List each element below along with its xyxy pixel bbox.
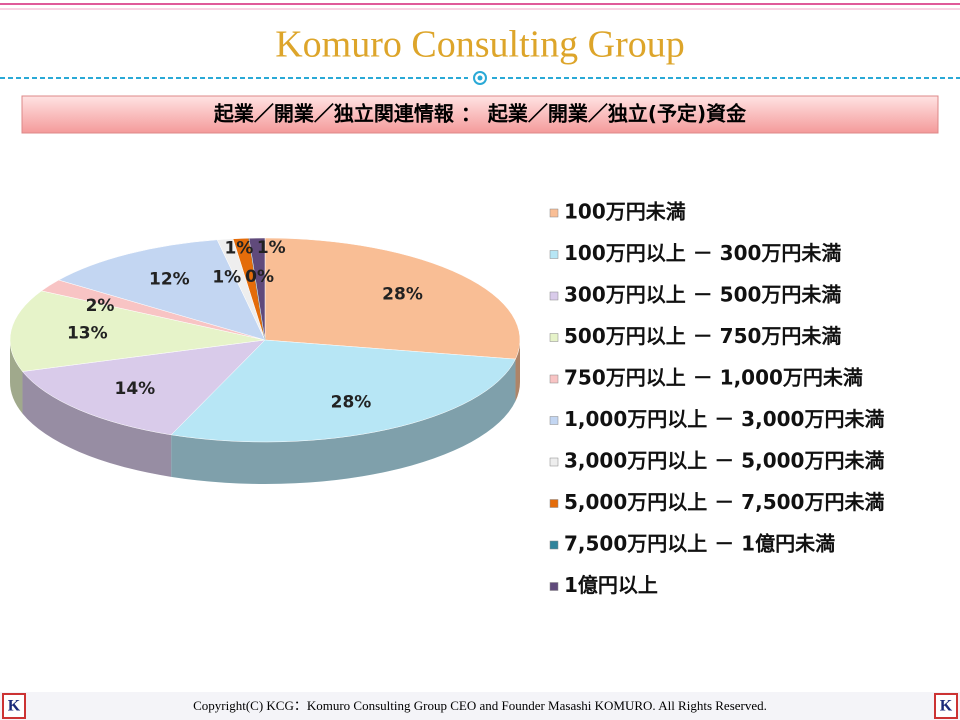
logo-letter: K (940, 698, 953, 715)
legend-swatch (549, 374, 559, 384)
divider-dot (477, 75, 483, 81)
data-label: 14% (115, 379, 156, 399)
logo (934, 693, 958, 719)
data-label: 12% (149, 270, 190, 290)
legend-swatch (549, 540, 559, 550)
pie-side (22, 371, 172, 477)
banner-text: 起業／開業／独立関連情報 ： 起業／開業／独立(予定)資金 (213, 102, 747, 126)
legend-label: 300万円以上 － 500万円未満 (564, 283, 841, 307)
pie-side (171, 359, 516, 485)
data-label: 28% (382, 284, 423, 304)
pie-slice (9, 290, 266, 372)
legend-swatch (549, 333, 559, 342)
pie-slice (248, 237, 266, 341)
pie-side-shade (22, 371, 172, 477)
copyright: Copyright(C) KCG：Komuro Consulting Group… (193, 698, 767, 713)
footer (0, 692, 960, 720)
page-title: Komuro Consulting Group (275, 24, 685, 66)
logo-letter: K (8, 698, 21, 715)
legend-swatch (549, 291, 559, 301)
legend-swatch (549, 582, 559, 591)
pie-slice (170, 339, 516, 443)
pie-side-shade (10, 340, 23, 414)
legend-label: 5,000万円以上 － 7,500万円未満 (564, 490, 884, 514)
pie-side-shade (171, 359, 516, 485)
pie-slice (58, 239, 266, 341)
legend-swatch (549, 457, 559, 467)
legend-label: 1億円以上 (564, 573, 658, 597)
data-label: 2% (86, 296, 115, 316)
data-label: 1% (224, 239, 253, 259)
data-label: 1% (212, 268, 241, 288)
data-label: 28% (331, 393, 372, 413)
pie-slice (264, 237, 521, 360)
legend-label: 100万円以上 － 300万円未満 (564, 241, 841, 265)
banner (21, 95, 939, 134)
legend-swatch (549, 499, 559, 508)
legend-swatch (549, 416, 559, 425)
legend-swatch (549, 250, 559, 259)
legend-label: 3,000万円以上 － 5,000万円未満 (564, 449, 884, 473)
legend-label: 7,500万円以上 － 1億円未満 (564, 532, 835, 556)
legend-swatch (549, 208, 559, 218)
logo (2, 693, 26, 719)
legend-label: 100万円未満 (564, 200, 686, 224)
data-label: 13% (67, 323, 108, 343)
pie-side (515, 340, 520, 402)
pie-side (10, 340, 23, 414)
data-label: 1% (257, 238, 286, 258)
legend-label: 750万円以上 － 1,000万円未満 (564, 366, 863, 390)
data-label: 0% (245, 267, 274, 287)
legend-label: 500万円以上 － 750万円未満 (564, 324, 841, 348)
pie-side-shade (515, 340, 520, 402)
chart: 28%28%14%13%2%12% 1%1%0%1%100万円未満100万円以上 … (9, 200, 884, 597)
legend-label: 1,000万円以上 － 3,000万円未満 (564, 407, 884, 431)
